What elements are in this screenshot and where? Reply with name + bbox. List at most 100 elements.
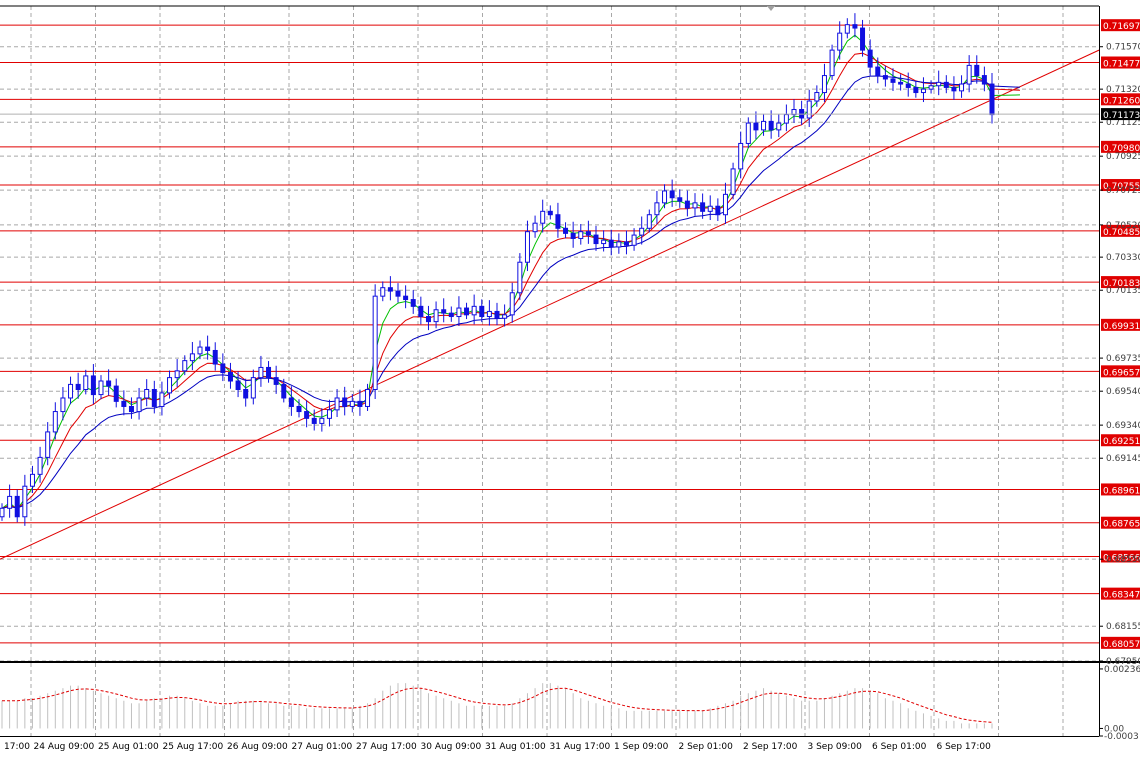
candle-body	[555, 214, 561, 229]
candle-body	[920, 88, 926, 94]
candle-body	[182, 360, 188, 372]
horizontal-levels[interactable]: 0.71697 0.71477 0.71260 0.70980 0.70755 0.704…	[0, 19, 1140, 650]
price-level-label: 0.69657	[1103, 368, 1140, 378]
price-tick-label: 0.69145	[1106, 454, 1140, 464]
time-tick-label: 31 Aug 17:00	[550, 742, 611, 752]
candle-body	[205, 346, 211, 351]
candle-body	[974, 64, 980, 77]
candle-body	[45, 431, 51, 458]
time-tick-label: 6 Sep 01:00	[872, 742, 927, 752]
candle-body	[882, 75, 888, 80]
candle-body	[433, 309, 439, 323]
candle-body	[75, 383, 81, 390]
time-axis[interactable]: 17:00 24 Aug 09:00 25 Aug 01:00 25 Aug 17:0…	[4, 742, 991, 752]
candle-body	[113, 385, 119, 402]
price-tick-label: 0.68550	[1106, 555, 1140, 565]
time-tick-label: 2 Sep 01:00	[679, 742, 734, 752]
candle-body	[761, 120, 767, 131]
candle-body	[730, 168, 736, 195]
oscillator-tick-label: -0.0003	[1104, 732, 1139, 742]
oscillator	[1, 683, 993, 729]
price-level-label: 0.70755	[1103, 182, 1140, 192]
price-tick-label: 0.70925	[1106, 152, 1140, 162]
candle-body	[646, 214, 652, 229]
time-tick-label: 2 Sep 17:00	[743, 742, 798, 752]
price-level-label: 0.71477	[1103, 60, 1140, 70]
candle-body	[319, 417, 325, 424]
price-level-label-bg	[1101, 224, 1140, 237]
candle-body	[829, 49, 835, 77]
candle-body	[189, 353, 195, 362]
candle-body	[90, 375, 96, 396]
price-tick-label: 0.68155	[1106, 622, 1140, 632]
time-tick-label: 27 Aug 01:00	[292, 742, 353, 752]
candle-body	[943, 81, 949, 88]
candle-body	[783, 114, 789, 124]
candle-body	[128, 405, 134, 413]
candle-body	[616, 241, 622, 248]
time-tick-label: 25 Aug 17:00	[163, 742, 224, 752]
candle-body	[387, 287, 393, 292]
chart-shift-marker-icon[interactable]	[767, 6, 775, 11]
candle-body	[403, 295, 409, 301]
candle-body	[68, 383, 74, 399]
trendline[interactable]	[0, 49, 1100, 560]
trendline-layer[interactable]	[0, 49, 1100, 560]
price-level-label-bg	[1101, 434, 1140, 447]
time-tick-label: 6 Sep 17:00	[937, 742, 992, 752]
time-tick-label: 3 Sep 09:00	[808, 742, 863, 752]
current-price-label-bg	[1101, 108, 1140, 121]
candle-body	[844, 24, 850, 34]
candle-body	[745, 122, 751, 144]
candle-body	[913, 86, 919, 94]
price-level-label: 0.70485	[1103, 228, 1140, 238]
candle-body	[60, 397, 66, 413]
candle-body	[418, 305, 424, 318]
candle-body	[852, 24, 858, 29]
price-level-label-bg	[1101, 140, 1140, 153]
candle-body	[532, 222, 538, 233]
candle-body	[547, 210, 553, 216]
candle-body	[7, 495, 13, 509]
candle-body	[570, 232, 576, 239]
price-level-label: 0.71697	[1103, 22, 1140, 32]
price-level-label: 0.69931	[1103, 322, 1140, 332]
price-tick-label: 0.67950	[1106, 657, 1140, 667]
candle-body	[654, 202, 660, 216]
candle-body	[509, 292, 515, 316]
price-tick-label: 0.71570	[1106, 43, 1140, 53]
candle-body	[479, 305, 485, 318]
chart-frame	[0, 5, 1140, 737]
candle-body	[768, 120, 774, 131]
candle-body	[890, 78, 896, 83]
price-level-label: 0.68961	[1103, 486, 1140, 496]
price-level-label: 0.68765	[1103, 520, 1140, 530]
oscillator-tick-label: 0.002364	[1104, 665, 1140, 675]
candle-body	[311, 417, 317, 424]
candle-body	[14, 495, 20, 518]
price-tick-label: 0.70135	[1106, 286, 1140, 296]
candle-body	[121, 400, 127, 407]
candle-body	[342, 397, 348, 407]
candle-body	[144, 388, 150, 399]
price-level-label: 0.71260	[1103, 96, 1140, 106]
candle-body	[677, 197, 683, 202]
candle-body	[174, 370, 180, 379]
candle-body	[258, 366, 264, 379]
candle-body	[167, 377, 173, 394]
price-level-label: 0.68057	[1103, 640, 1140, 650]
candle-body	[791, 109, 797, 116]
candle-body	[410, 299, 416, 307]
time-tick-label: 24 Aug 09:00	[34, 742, 95, 752]
candle-body	[639, 227, 645, 236]
candle-body	[212, 349, 218, 365]
candle-body	[966, 64, 972, 85]
price-level-label-bg	[1101, 93, 1140, 106]
candle-body	[585, 231, 591, 236]
candle-body	[540, 210, 546, 224]
price-axis[interactable]: 0.71570 0.71320 0.71125 0.70925 0.70725 0.705…	[0, 43, 1140, 742]
price-tick-label: 0.71320	[1106, 85, 1140, 95]
candle-body	[776, 122, 782, 131]
